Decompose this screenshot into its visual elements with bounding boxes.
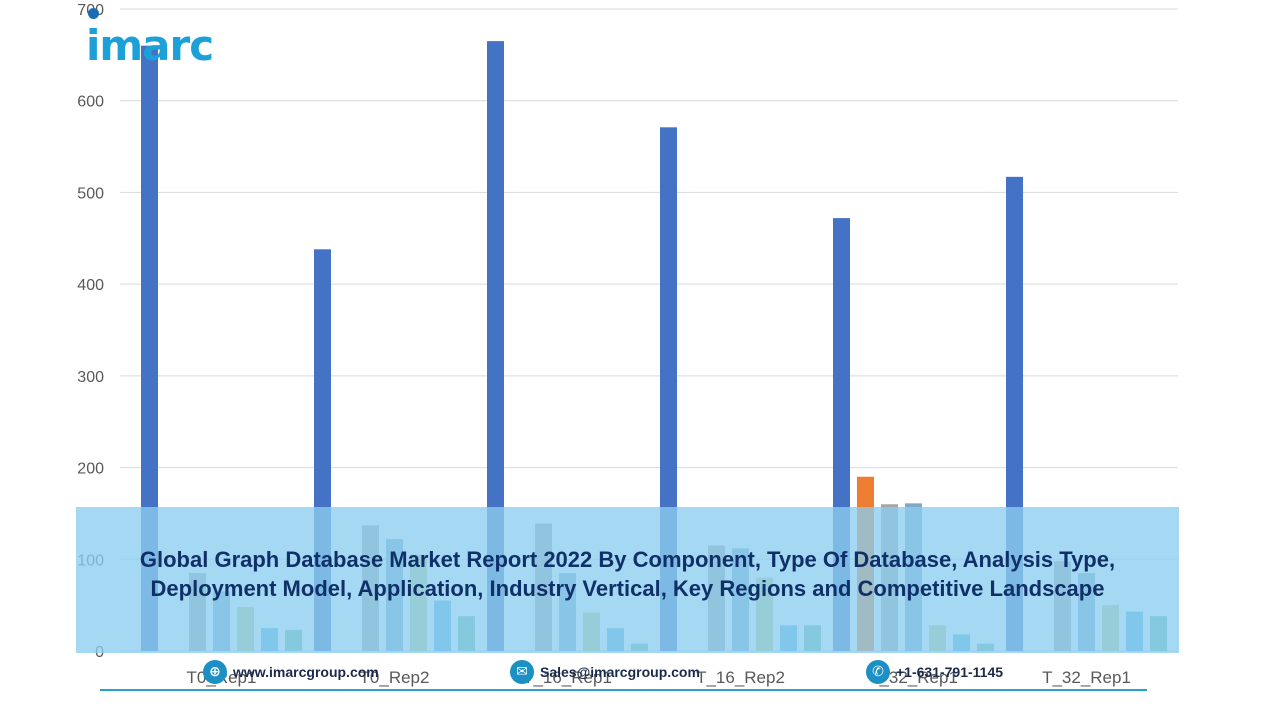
report-title: Global Graph Database Market Report 2022… [139,547,1116,601]
mail-icon: ✉ [510,660,534,684]
report-title-banner: Global Graph Database Market Report 2022… [76,507,1179,653]
x-tick-label: T_32_Rep1 [869,668,958,687]
logo-text: imarc [86,21,214,70]
y-tick-label: 200 [77,461,104,478]
x-tick-label: T_32_Rep1 [1042,668,1131,687]
y-tick-label: 500 [77,185,104,202]
y-tick-label: 300 [77,369,104,386]
bar [487,41,504,652]
email-contact[interactable]: ✉ Sales@imarcgroup.com [510,659,700,685]
x-tick-label: T0_Rep2 [360,668,430,687]
website-link[interactable]: www.imarcgroup.com [233,664,379,680]
phone-icon: ✆ [866,660,890,684]
footer-divider [100,689,1147,691]
contact-footer: ⊕ www.imarcgroup.com ✉ Sales@imarcgroup.… [0,655,1280,695]
x-tick-label: T_16_Rep1 [523,668,612,687]
website-contact[interactable]: ⊕ www.imarcgroup.com [203,659,379,685]
y-tick-label: 600 [77,94,104,111]
phone-contact[interactable]: ✆ +1-631-791-1145 [866,659,1003,685]
logo-dot-icon [88,8,99,19]
bar [141,45,158,651]
globe-icon: ⊕ [203,660,227,684]
email-link[interactable]: Sales@imarcgroup.com [540,664,700,680]
phone-number[interactable]: +1-631-791-1145 [896,664,1004,680]
x-tick-label: T_16_Rep2 [696,668,785,687]
y-tick-label: 400 [77,277,104,294]
imarc-logo: imarc [86,8,214,70]
